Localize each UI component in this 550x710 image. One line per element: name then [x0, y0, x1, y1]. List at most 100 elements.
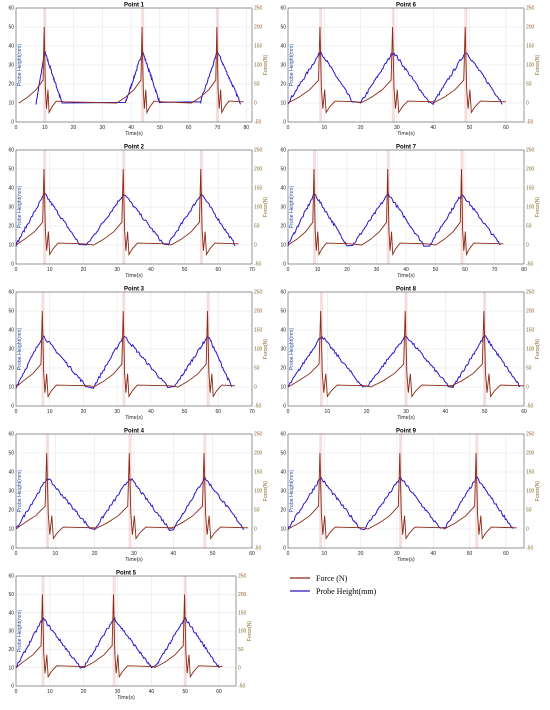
y-tick-label: 0	[11, 684, 14, 690]
x-tick-label: 40	[171, 551, 177, 557]
y2-tick-label: -50	[254, 404, 261, 410]
plot-frame	[15, 433, 253, 549]
x-tick-label: 20	[344, 267, 350, 273]
x-tick-label: 70	[249, 409, 255, 415]
y2-tick-label: 50	[254, 508, 260, 514]
x-tick-label: 40	[430, 551, 436, 557]
plot-frame	[15, 149, 253, 265]
x-tick-label: 20	[81, 267, 87, 273]
chart-title: Point 1	[124, 3, 145, 9]
x-tick-label: 40	[148, 267, 154, 273]
y2-axis-label: Force(N)	[263, 55, 269, 76]
y-tick-label: 60	[280, 290, 286, 296]
x-tick-label: 0	[287, 267, 290, 273]
y-tick-label: 50	[280, 167, 286, 173]
x-tick-label: 70	[249, 267, 255, 273]
series-force	[287, 26, 506, 114]
y2-tick-label: 0	[526, 243, 529, 249]
y2-tick-label: 0	[238, 665, 241, 671]
x-tick-label: 50	[182, 409, 188, 415]
x-tick-label: 50	[210, 551, 216, 557]
y2-tick-label: 150	[526, 470, 535, 476]
x-tick-label: 70	[492, 267, 498, 273]
y-tick-label: 0	[11, 120, 14, 126]
x-tick-label: 50	[467, 551, 473, 557]
y2-tick-label: 150	[254, 186, 263, 192]
y2-tick-label: 100	[526, 63, 535, 69]
y2-tick-label: -50	[254, 262, 261, 268]
x-tick-label: 60	[249, 551, 255, 557]
y-tick-label: 0	[11, 262, 14, 268]
panel-point-5: Point 5 0 10 20 30 40 50 60 -50 0 50 100 150 200 250 0 1…	[8, 571, 253, 702]
x-tick-label: 0	[15, 267, 18, 273]
series-force	[15, 452, 249, 540]
x-tick-label: 40	[148, 409, 154, 415]
series-probe-height	[35, 51, 241, 105]
x-tick-label: 10	[47, 267, 53, 273]
x-tick-label: 60	[503, 125, 509, 131]
y2-tick-label: 200	[526, 25, 535, 31]
y2-tick-label: 0	[526, 527, 529, 533]
x-tick-label: 50	[467, 125, 473, 131]
x-tick-label: 60	[216, 267, 222, 273]
y-tick-label: 60	[280, 6, 286, 12]
y2-tick-label: 50	[238, 647, 244, 653]
panel-point-9: Point 9 0 10 20 30 40 50 60 -50 0 50 100 150 200 250 0 1…	[280, 429, 541, 564]
y2-tick-label: 100	[526, 347, 535, 353]
x-tick-label: 50	[433, 267, 439, 273]
y-tick-label: 60	[280, 432, 286, 438]
chart-title: Point 9	[396, 429, 417, 435]
y2-tick-label: 150	[238, 610, 247, 616]
y2-tick-label: 250	[238, 574, 247, 580]
x-tick-label: 30	[114, 267, 120, 273]
x-axis-label: Time(s)	[117, 695, 135, 701]
x-tick-label: 50	[157, 125, 163, 131]
y2-tick-label: 50	[254, 224, 260, 230]
x-tick-label: 60	[462, 267, 468, 273]
x-tick-label: 30	[131, 551, 137, 557]
y2-tick-label: 250	[526, 290, 535, 296]
series-force	[18, 26, 244, 115]
y2-tick-label: 100	[526, 489, 535, 495]
y2-tick-label: 50	[526, 224, 532, 230]
y-tick-label: 60	[8, 432, 14, 438]
plot-frame	[287, 291, 525, 407]
y-tick-label: 50	[280, 309, 286, 315]
y-tick-label: 50	[280, 451, 286, 457]
y-tick-label: 10	[280, 385, 286, 391]
x-axis-label: Time(s)	[125, 415, 143, 421]
series-probe-height	[287, 192, 501, 247]
y-tick-label: 10	[280, 101, 286, 107]
panel-point-1: Point 1 0 10 20 30 40 50 60 -50 0 50 100 150 200 250 0 1…	[8, 3, 269, 138]
plot-frame	[287, 433, 525, 549]
series-force	[287, 452, 517, 540]
y2-tick-label: -50	[254, 120, 261, 126]
y2-axis-label: Force(N)	[263, 197, 269, 218]
x-tick-label: 50	[482, 409, 488, 415]
series-force	[15, 310, 236, 398]
chart-title: Point 2	[124, 145, 145, 151]
y2-axis-label: Force(N)	[535, 197, 541, 218]
y-axis-label: Probe Height(mm)	[289, 470, 295, 513]
y2-tick-label: 200	[254, 309, 263, 315]
x-tick-label: 0	[15, 409, 18, 415]
y2-tick-label: 150	[526, 186, 535, 192]
x-tick-label: 30	[394, 125, 400, 131]
y-tick-label: 40	[280, 328, 286, 334]
panel-point-6: Point 6 0 10 20 30 40 50 60 -50 0 50 100 150 200 250 0 1…	[280, 3, 541, 138]
x-tick-label: 0	[287, 125, 290, 131]
y-tick-label: 20	[280, 224, 286, 230]
x-axis-label: Time(s)	[125, 557, 143, 563]
y-tick-label: 50	[8, 451, 14, 457]
y2-tick-label: 250	[254, 6, 263, 12]
y2-tick-label: 50	[526, 366, 532, 372]
y-axis-label: Probe Height(mm)	[289, 44, 295, 87]
x-tick-label: 10	[322, 125, 328, 131]
y-tick-label: 60	[8, 574, 14, 580]
y2-tick-label: 0	[254, 385, 257, 391]
x-tick-label: 60	[521, 409, 527, 415]
x-tick-label: 60	[216, 689, 222, 695]
y-tick-label: 10	[8, 101, 14, 107]
chart-title: Point 3	[124, 287, 145, 293]
